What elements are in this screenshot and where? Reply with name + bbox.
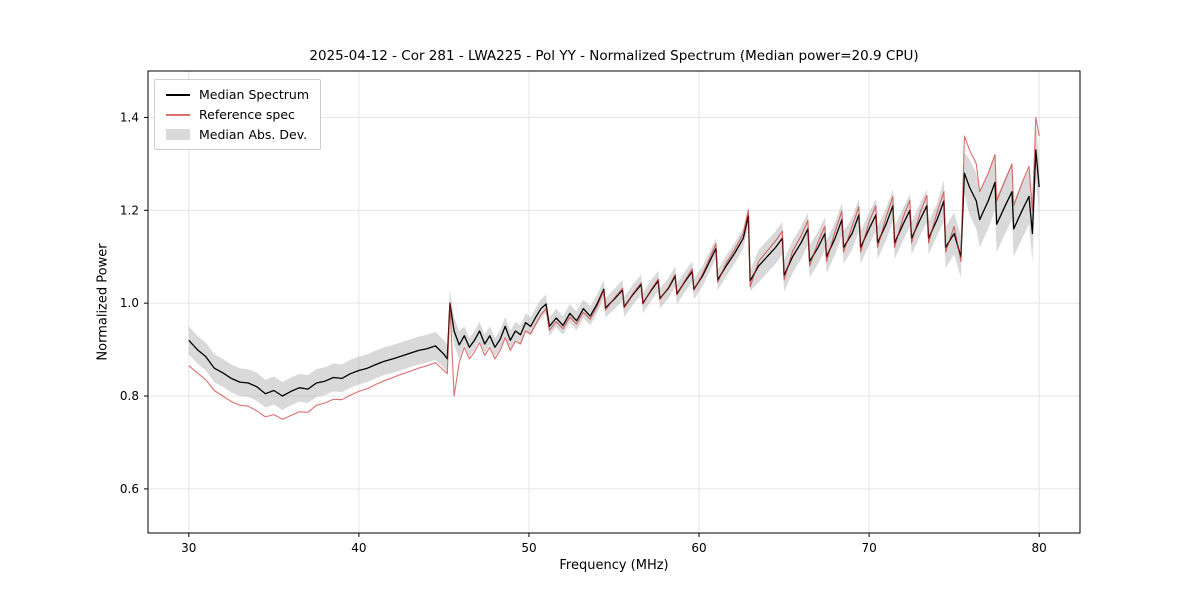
legend-item-median-spectrum: Median Spectrum bbox=[166, 87, 309, 102]
legend-item-reference-spec: Reference spec bbox=[166, 107, 309, 122]
y-tick-label: 1.4 bbox=[120, 110, 139, 124]
x-tick-label: 30 bbox=[181, 541, 196, 555]
mad-patch-swatch bbox=[166, 129, 190, 140]
x-tick-label: 40 bbox=[351, 541, 366, 555]
x-axis-label: Frequency (MHz) bbox=[559, 558, 669, 573]
x-tick-label: 60 bbox=[691, 541, 706, 555]
legend-label-reference-spec: Reference spec bbox=[199, 107, 295, 122]
legend-label-median-spectrum: Median Spectrum bbox=[199, 87, 310, 102]
reference-spec-line bbox=[188, 116, 1040, 420]
mad-band bbox=[188, 122, 1040, 410]
chart-title: 2025-04-12 - Cor 281 - LWA225 - Pol YY -… bbox=[309, 48, 919, 64]
y-tick-label: 1.0 bbox=[120, 296, 139, 310]
legend-label-median-abs-dev: Median Abs. Dev. bbox=[199, 127, 308, 142]
legend-item-median-abs-dev: Median Abs. Dev. bbox=[166, 127, 309, 142]
x-tick-label: 50 bbox=[521, 541, 536, 555]
y-tick-label: 0.8 bbox=[120, 389, 139, 403]
reference-line-swatch bbox=[166, 113, 190, 116]
y-axis-label: Normalized Power bbox=[95, 243, 111, 361]
median-spectrum-line bbox=[188, 149, 1040, 397]
axes-spine bbox=[147, 70, 1081, 534]
legend: Median Spectrum Reference spec Median Ab… bbox=[154, 79, 322, 150]
y-tick-label: 1.2 bbox=[120, 203, 139, 217]
y-tick-label: 0.6 bbox=[120, 482, 139, 496]
x-tick-label: 80 bbox=[1032, 541, 1047, 555]
x-tick-label: 70 bbox=[861, 541, 876, 555]
median-line-swatch bbox=[166, 93, 190, 96]
